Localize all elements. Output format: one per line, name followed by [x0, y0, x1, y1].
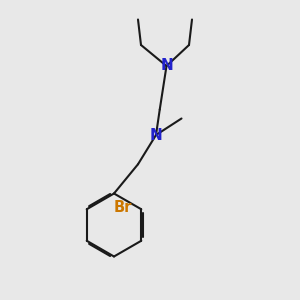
Text: Br: Br — [114, 200, 133, 215]
Text: N: N — [150, 128, 162, 142]
Text: N: N — [160, 58, 173, 74]
